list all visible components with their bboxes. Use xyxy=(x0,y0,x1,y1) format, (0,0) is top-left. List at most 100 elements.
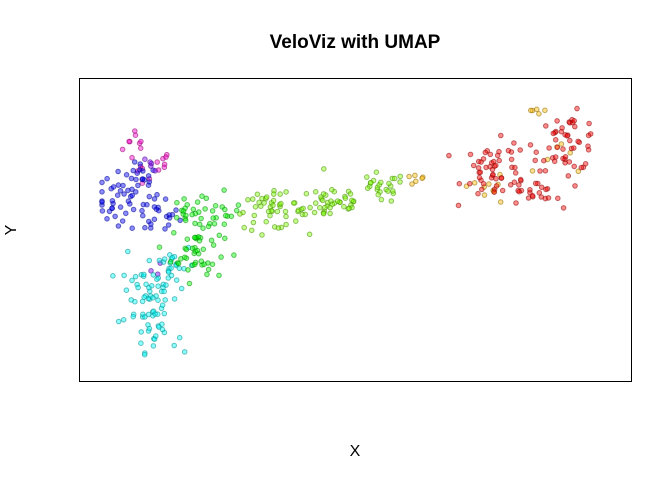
data-point xyxy=(532,180,539,187)
data-point xyxy=(483,164,489,171)
data-point xyxy=(186,280,193,287)
data-point xyxy=(138,340,144,347)
data-point xyxy=(148,163,154,169)
data-point xyxy=(210,215,216,221)
data-point xyxy=(517,147,524,153)
data-point xyxy=(456,180,463,187)
data-point xyxy=(181,196,187,202)
data-point xyxy=(527,187,533,193)
data-point xyxy=(112,213,118,220)
data-point xyxy=(560,146,566,152)
data-point xyxy=(412,172,418,179)
data-point xyxy=(115,318,122,325)
data-point xyxy=(283,221,289,228)
data-point xyxy=(189,245,196,252)
data-point xyxy=(248,227,255,234)
data-point xyxy=(346,205,352,212)
data-point xyxy=(144,201,150,208)
data-point xyxy=(121,191,127,197)
data-point xyxy=(494,152,501,159)
data-point xyxy=(311,209,318,216)
data-point xyxy=(545,195,552,201)
data-point xyxy=(196,221,203,228)
data-point xyxy=(129,225,135,231)
data-point xyxy=(552,137,559,143)
data-point xyxy=(182,217,189,224)
data-point xyxy=(386,180,392,187)
data-point xyxy=(327,204,333,211)
data-point xyxy=(487,151,494,158)
data-point xyxy=(493,176,499,182)
data-point xyxy=(282,208,289,215)
data-point xyxy=(512,164,518,171)
data-point xyxy=(200,246,207,253)
data-point xyxy=(163,154,169,160)
data-point xyxy=(141,294,147,301)
data-point xyxy=(303,190,310,197)
data-point xyxy=(200,225,206,231)
data-point xyxy=(150,343,157,349)
data-point xyxy=(110,273,116,279)
plot-frame xyxy=(79,78,632,382)
data-point xyxy=(221,187,227,193)
data-point xyxy=(578,164,585,171)
data-point xyxy=(99,208,106,214)
data-point xyxy=(209,261,216,268)
data-point xyxy=(139,176,146,182)
data-point xyxy=(125,248,131,255)
data-point xyxy=(527,142,534,148)
data-point xyxy=(176,334,183,341)
data-point xyxy=(507,182,514,188)
data-point xyxy=(582,161,589,167)
data-point xyxy=(140,212,146,219)
data-point xyxy=(342,195,349,201)
data-point xyxy=(156,324,162,330)
data-point xyxy=(222,212,229,219)
data-point xyxy=(574,105,580,112)
data-point xyxy=(146,179,153,185)
data-point xyxy=(173,214,180,221)
data-point xyxy=(142,224,148,231)
data-point xyxy=(131,159,138,165)
data-point xyxy=(329,186,335,193)
data-point xyxy=(161,256,168,262)
data-point xyxy=(104,175,110,182)
data-point xyxy=(129,277,135,284)
data-point xyxy=(419,175,425,182)
data-point xyxy=(533,106,540,113)
data-point xyxy=(542,107,548,114)
data-point xyxy=(283,213,289,220)
data-point xyxy=(307,204,313,211)
data-point xyxy=(538,184,545,191)
data-point xyxy=(178,285,185,292)
data-point xyxy=(368,179,374,186)
data-point xyxy=(109,198,116,204)
data-point xyxy=(533,149,540,155)
data-point xyxy=(551,158,558,165)
data-point xyxy=(564,133,570,139)
data-point xyxy=(123,210,129,217)
data-point xyxy=(385,188,391,194)
data-point xyxy=(165,222,172,228)
data-point xyxy=(455,202,462,209)
data-point xyxy=(183,246,190,253)
data-point xyxy=(125,198,132,204)
data-point xyxy=(139,207,145,214)
data-point xyxy=(300,205,306,212)
chart-title: VeloViz with UMAP xyxy=(270,32,441,53)
data-point xyxy=(168,272,175,279)
data-point xyxy=(154,191,160,198)
data-point xyxy=(127,201,133,207)
data-point xyxy=(221,221,228,227)
data-point xyxy=(216,272,222,279)
data-point xyxy=(290,200,297,206)
data-point xyxy=(554,144,561,151)
data-point xyxy=(277,191,284,197)
data-point xyxy=(133,176,139,183)
data-point xyxy=(152,168,158,174)
data-point xyxy=(119,218,126,224)
data-point xyxy=(378,196,385,203)
data-point xyxy=(146,325,153,332)
data-point xyxy=(145,311,152,318)
data-point xyxy=(228,213,235,220)
